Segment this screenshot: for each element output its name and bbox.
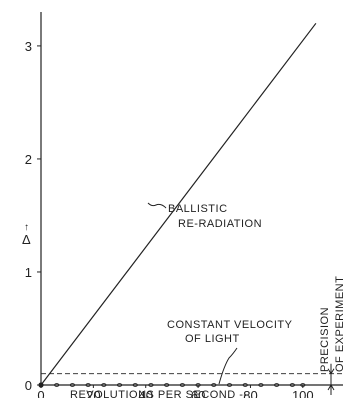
- origin-point: [38, 382, 44, 388]
- constant-data-point: [54, 383, 60, 387]
- y-tick-label: 0: [25, 378, 32, 393]
- ballistic-annotation: BALLISTIC RE-RADIATION: [147, 202, 262, 230]
- ballistic-label-line1: BALLISTIC: [168, 203, 228, 215]
- constant-data-point: [242, 383, 248, 387]
- constant-data-point: [148, 383, 154, 387]
- constant-label-line2: OF LIGHT: [185, 333, 240, 345]
- x-tick-label: 100: [292, 388, 314, 398]
- y-tick-label: 2: [25, 152, 32, 167]
- constant-data-point: [226, 383, 233, 387]
- constant-data-point: [211, 383, 217, 387]
- x-tick-label: 80: [243, 388, 257, 398]
- constant-data-point: [195, 383, 201, 387]
- constant-data-point: [273, 383, 280, 387]
- ballistic-label-line2: RE-RADIATION: [178, 218, 262, 230]
- precision-label-line2: OF EXPERIMENT: [334, 276, 345, 372]
- precision-label-line1: PRECISION: [319, 307, 331, 372]
- x-tick-label: 20: [86, 388, 100, 398]
- ballistic-series-line: [40, 22, 317, 386]
- precision-arrow-bottom: [327, 384, 335, 391]
- x-axis-label: REVOLUTIONS PER SECOND --: [70, 389, 248, 398]
- x-tick-label: 40: [138, 388, 152, 398]
- y-axis-label: Δ: [22, 232, 31, 247]
- precision-annotation: PRECISION OF EXPERIMENT: [319, 276, 345, 372]
- constant-annotation: CONSTANT VELOCITY OF LIGHT: [167, 319, 293, 385]
- ballistic-leader: [147, 202, 167, 209]
- constant-data-point: [289, 383, 295, 387]
- x-tick-label: 60: [191, 388, 205, 398]
- constant-data-point: [116, 383, 123, 387]
- constant-data-point: [164, 383, 170, 387]
- constant-data-point: [132, 383, 138, 387]
- x-tick-label: 0: [37, 388, 44, 398]
- y-tick-label: 1: [25, 265, 32, 280]
- constant-data-point: [101, 383, 107, 387]
- y-tick-label: 3: [25, 39, 32, 54]
- constant-label-line1: CONSTANT VELOCITY: [167, 319, 293, 331]
- constant-data-point: [179, 383, 186, 387]
- constant-leader: [218, 347, 238, 385]
- constant-data-point: [258, 383, 264, 387]
- precision-arrow-top: [327, 368, 335, 375]
- constant-data-point: [300, 383, 306, 387]
- constant-data-point: [69, 383, 76, 387]
- constant-data-point: [85, 383, 91, 387]
- y-axis-label-arrow: ↑: [24, 222, 29, 233]
